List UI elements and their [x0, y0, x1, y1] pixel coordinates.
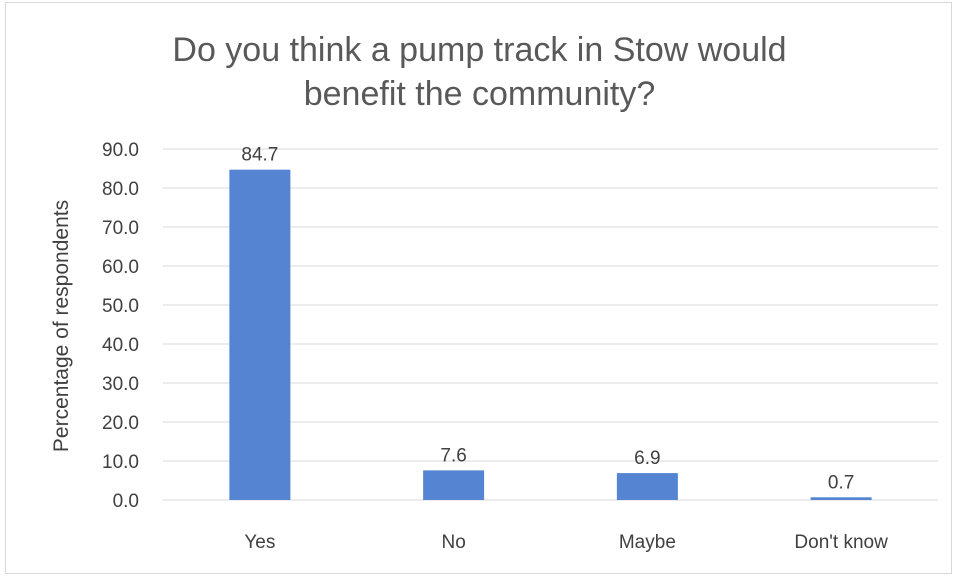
x-tick-label: Yes — [244, 532, 275, 553]
y-tick-label: 0.0 — [113, 491, 139, 512]
data-label: 84.7 — [241, 145, 278, 166]
bar-yes — [229, 169, 291, 501]
bar-maybe — [616, 473, 678, 500]
y-tick-label: 90.0 — [102, 140, 139, 161]
data-label: 6.9 — [634, 448, 660, 469]
y-tick-label: 40.0 — [102, 335, 139, 356]
chart-title-line-2: benefit the community? — [303, 75, 656, 113]
y-tick-label: 70.0 — [102, 218, 139, 239]
data-label: 0.7 — [828, 472, 854, 493]
x-tick-label: Don't know — [794, 532, 888, 553]
y-tick-label: 20.0 — [102, 413, 139, 434]
x-tick-label: Maybe — [619, 532, 676, 553]
chart-title: Do you think a pump track in Stow would … — [0, 28, 959, 116]
y-tick-label: 30.0 — [102, 374, 139, 395]
y-tick-label: 80.0 — [102, 179, 139, 200]
x-tick-label: No — [441, 532, 465, 553]
data-label: 7.6 — [440, 445, 466, 466]
bar-don-t-know — [810, 497, 872, 500]
y-tick-label: 60.0 — [102, 257, 139, 278]
chart-title-line-1: Do you think a pump track in Stow would — [172, 31, 787, 69]
y-tick-label: 50.0 — [102, 296, 139, 317]
bar-no — [423, 470, 485, 500]
y-tick-label: 10.0 — [102, 452, 139, 473]
